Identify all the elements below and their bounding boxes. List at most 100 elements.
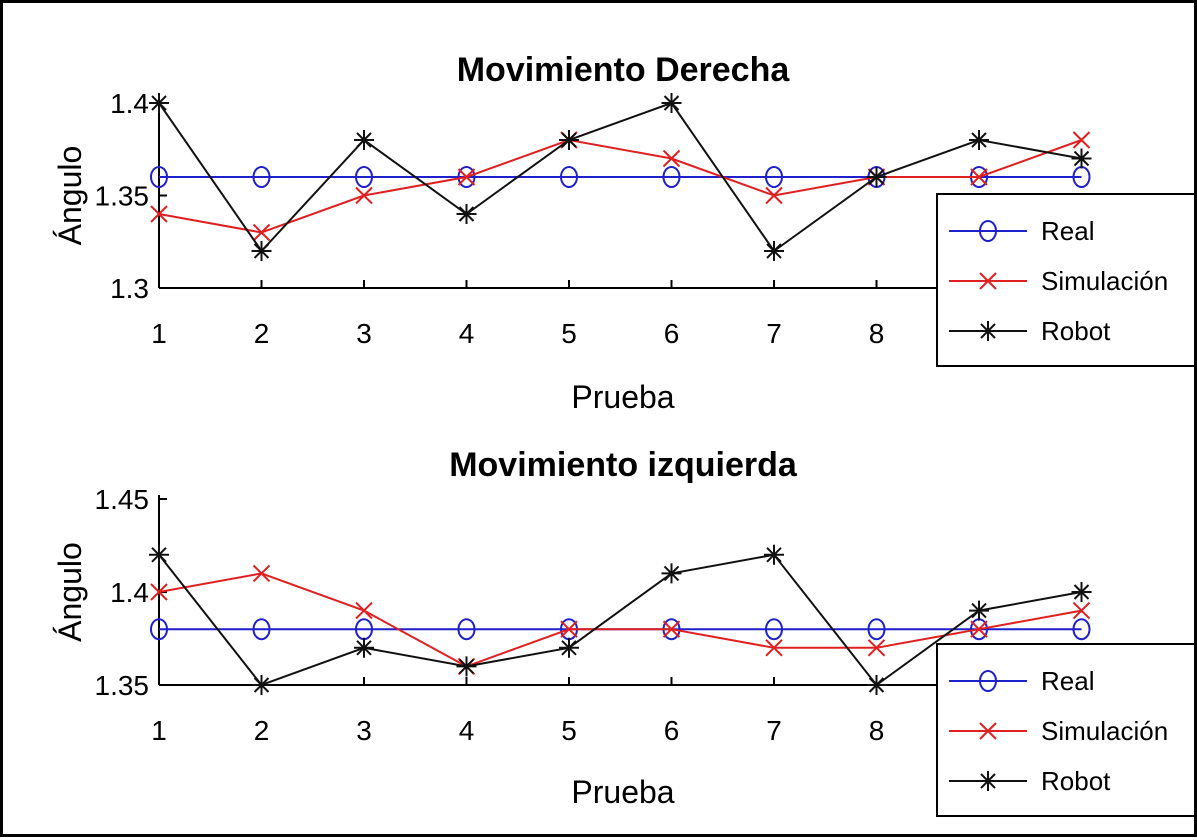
data-point-robot: [866, 167, 887, 187]
data-point-simulacion-shape: [970, 168, 988, 186]
data-point-real-shape: [457, 166, 476, 188]
data-point-real: [867, 618, 886, 641]
data-point-simulacion-shape: [765, 639, 783, 657]
series-line-robot: [158, 101, 1082, 253]
x-tick-label: 7: [766, 715, 782, 746]
data-point-simulacion: [457, 168, 476, 186]
data-point-robot: [149, 93, 169, 113]
data-point-simulacion-shape: [867, 639, 886, 657]
x-tick-label: 5: [561, 318, 577, 349]
data-point-real: [1072, 618, 1091, 641]
data-point-robot: [969, 130, 989, 150]
data-point-real: [560, 166, 578, 188]
legend-label: Simulación: [1041, 266, 1168, 296]
x-tick-label: 3: [356, 318, 372, 349]
data-point-real-shape: [765, 618, 783, 641]
x-tick-label: 1: [151, 715, 167, 746]
series-robot: [149, 93, 1092, 261]
legend-marker: [978, 771, 998, 791]
data-point-real: [765, 618, 783, 641]
legend-label: Robot: [1041, 766, 1111, 796]
data-point-simulacion-shape: [1072, 601, 1091, 620]
data-point-robot: [661, 563, 682, 584]
y-tick-label: 1.3: [110, 273, 149, 304]
legend-label: Simulación: [1041, 716, 1168, 746]
data-point-real-shape: [150, 166, 168, 188]
data-point-robot-shape: [456, 204, 477, 224]
data-point-simulacion-shape: [150, 205, 168, 223]
legend-item-simulacion: Simulación: [949, 266, 1168, 296]
data-point-robot: [559, 637, 579, 658]
data-point-real-shape: [252, 166, 271, 188]
data-point-real: [662, 166, 681, 188]
x-tick-label: 8: [869, 715, 885, 746]
x-tick-label: 2: [254, 715, 270, 746]
legend-marker-shape: [978, 771, 998, 791]
data-point-robot-shape: [149, 544, 169, 565]
data-point-simulacion-shape: [457, 168, 476, 186]
data-point-simulacion: [867, 639, 886, 657]
series-robot: [149, 544, 1092, 695]
x-tick-label: 1: [151, 318, 167, 349]
data-point-real-shape: [662, 166, 681, 188]
data-point-simulacion: [765, 186, 783, 205]
legend-marker: [979, 220, 997, 242]
data-point-simulacion: [970, 168, 988, 186]
legend-marker-shape: [979, 220, 997, 242]
data-point-robot: [969, 600, 989, 621]
legend-label: Real: [1041, 216, 1094, 246]
data-point-simulacion: [560, 620, 578, 638]
data-point-robot-shape: [969, 130, 989, 150]
y-tick-label: 1.35: [95, 670, 150, 701]
data-point-robot: [251, 241, 272, 261]
data-point-robot: [354, 130, 374, 150]
y-tick-label: 1.35: [95, 181, 150, 212]
legend: Real Simulación Robot: [936, 193, 1196, 367]
data-point-robot-shape: [456, 656, 477, 677]
data-point-simulacion-shape: [355, 186, 373, 205]
data-point-simulacion-shape: [252, 564, 271, 583]
data-point-robot-shape: [149, 93, 169, 113]
x-tick-label: 4: [459, 715, 475, 746]
data-point-real: [150, 618, 168, 641]
data-point-robot-shape: [559, 130, 579, 150]
data-point-robot-shape: [764, 241, 784, 261]
data-point-robot-shape: [969, 600, 989, 621]
data-point-simulacion: [355, 186, 373, 205]
chart-title: Movimiento Derecha: [457, 51, 791, 89]
x-tick-label: 4: [459, 318, 475, 349]
data-point-robot-shape: [354, 637, 374, 658]
data-point-real: [150, 166, 168, 188]
x-axis-label: Prueba: [571, 379, 674, 415]
legend-item-robot: Robot: [949, 766, 1111, 796]
y-axis-label: Ángulo: [52, 542, 88, 642]
data-point-real: [252, 166, 271, 188]
x-tick-label: 6: [664, 715, 680, 746]
data-point-simulacion-shape: [355, 601, 373, 620]
y-axis-label: Ángulo: [52, 146, 88, 246]
data-point-simulacion: [1072, 601, 1091, 620]
data-point-simulacion: [765, 639, 783, 657]
data-point-robot-shape: [1071, 148, 1092, 169]
data-point-real: [765, 166, 783, 188]
series-line-robot: [158, 553, 1082, 687]
data-point-simulacion: [252, 564, 271, 583]
data-point-real: [252, 618, 271, 641]
legend-marker-shape: [979, 272, 997, 290]
data-point-real: [355, 166, 373, 188]
data-point-real-shape: [150, 618, 168, 641]
data-point-robot: [456, 204, 477, 224]
data-point-simulacion: [1072, 131, 1091, 149]
series-line-simulacion: [158, 572, 1082, 668]
data-point-simulacion-shape: [662, 149, 681, 168]
data-point-real-shape: [560, 166, 578, 188]
data-point-robot: [764, 544, 784, 565]
data-point-robot: [149, 544, 169, 565]
data-point-real-shape: [252, 618, 271, 641]
data-point-robot-shape: [251, 241, 272, 261]
data-point-simulacion: [355, 601, 373, 620]
x-tick-label: 7: [766, 318, 782, 349]
data-point-simulacion-shape: [970, 620, 988, 638]
data-point-robot-shape: [354, 130, 374, 150]
y-tick-label: 1.45: [95, 484, 150, 515]
